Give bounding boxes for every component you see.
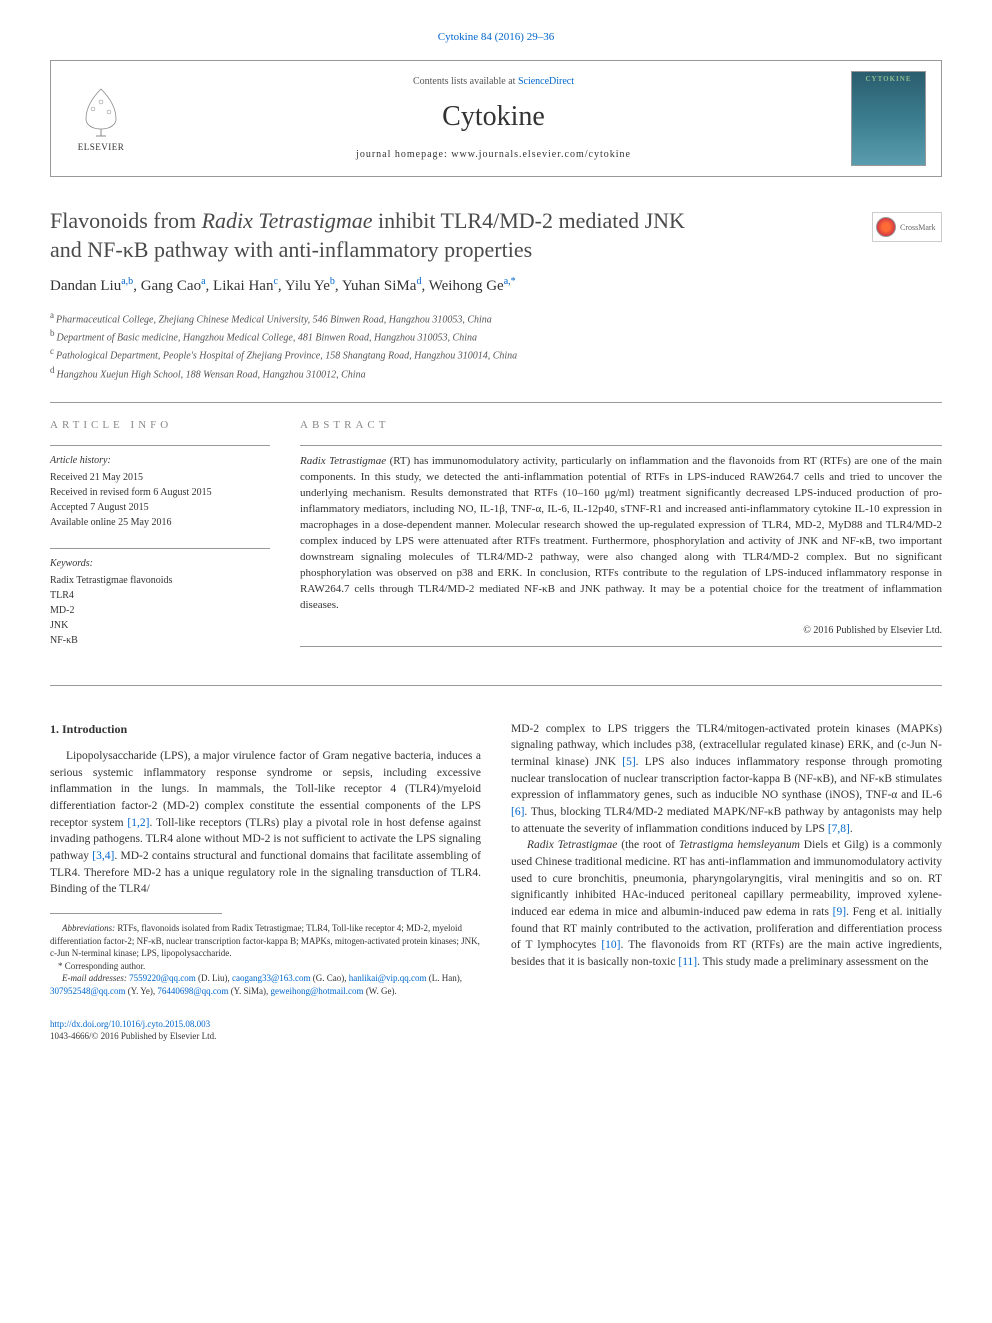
author: Likai Hanc — [213, 278, 278, 294]
history-label: Article history: — [50, 454, 270, 468]
keyword-item: MD-2 — [50, 603, 270, 618]
elsevier-tree-icon — [71, 84, 131, 139]
column-left: 1. Introduction Lipopolysaccharide (LPS)… — [50, 721, 481, 998]
column-right: MD-2 complex to LPS triggers the TLR4/mi… — [511, 721, 942, 998]
abstract-heading: ABSTRACT — [300, 418, 942, 433]
email-link[interactable]: 76440698@qq.com — [157, 986, 228, 996]
footnotes: Abbreviations: RTFs, flavonoids isolated… — [50, 922, 481, 998]
email-link[interactable]: 307952548@qq.com — [50, 986, 126, 996]
cover-label: CYTOKINE — [852, 75, 925, 85]
history-item: Accepted 7 August 2015 — [50, 500, 270, 515]
intro-paragraph-2: Radix Tetrastigmae (the root of Tetrasti… — [511, 837, 942, 970]
elsevier-logo: ELSEVIER — [66, 81, 136, 156]
ref-link[interactable]: [3,4] — [92, 850, 114, 862]
journal-homepage: journal homepage: www.journals.elsevier.… — [136, 148, 851, 162]
info-heading: ARTICLE INFO — [50, 418, 270, 433]
elsevier-label: ELSEVIER — [78, 141, 125, 154]
history-item: Available online 25 May 2016 — [50, 515, 270, 530]
keywords-items: Radix Tetrastigmae flavonoidsTLR4MD-2JNK… — [50, 573, 270, 648]
journal-name: Cytokine — [136, 97, 851, 136]
keyword-item: TLR4 — [50, 588, 270, 603]
ref-link[interactable]: [6] — [511, 806, 524, 818]
affiliation: dHangzhou Xuejun High School, 188 Wensan… — [50, 364, 942, 382]
title-section: CrossMark Flavonoids from Radix Tetrasti… — [50, 207, 942, 264]
affiliation: bDepartment of Basic medicine, Hangzhou … — [50, 327, 942, 345]
keyword-item: Radix Tetrastigmae flavonoids — [50, 573, 270, 588]
crossmark-badge[interactable]: CrossMark — [872, 212, 942, 242]
article-info: ARTICLE INFO Article history: Received 2… — [50, 418, 270, 655]
affiliation: aPharmaceutical College, Zhejiang Chines… — [50, 309, 942, 327]
issn-copyright: 1043-4666/© 2016 Published by Elsevier L… — [50, 1030, 942, 1043]
authors-list: Dandan Liua,b, Gang Caoa, Likai Hanc, Yi… — [50, 275, 942, 297]
keyword-item: NF-κB — [50, 633, 270, 648]
keywords-label: Keywords: — [50, 557, 270, 571]
ref-link[interactable]: [5] — [622, 756, 635, 768]
email-link[interactable]: caogang33@163.com — [232, 973, 311, 983]
history-items: Received 21 May 2015Received in revised … — [50, 470, 270, 530]
divider — [50, 402, 942, 403]
email-link[interactable]: geweihong@hotmail.com — [271, 986, 364, 996]
crossmark-icon — [876, 217, 896, 237]
abstract-column: ABSTRACT Radix Tetrastigmae (RT) has imm… — [300, 418, 942, 655]
abstract-text: Radix Tetrastigmae (RT) has immunomodula… — [300, 454, 942, 613]
crossmark-label: CrossMark — [900, 222, 936, 233]
header-center: Contents lists available at ScienceDirec… — [136, 75, 851, 162]
author: Weihong Gea,* — [429, 278, 516, 294]
ref-link[interactable]: [7,8] — [828, 823, 850, 835]
journal-header: ELSEVIER Contents lists available at Sci… — [50, 60, 942, 177]
affiliations-list: aPharmaceutical College, Zhejiang Chines… — [50, 309, 942, 382]
ref-link[interactable]: [10] — [601, 939, 620, 951]
email-link[interactable]: 7559220@qq.com — [129, 973, 196, 983]
affiliation: cPathological Department, People's Hospi… — [50, 345, 942, 363]
history-item: Received 21 May 2015 — [50, 470, 270, 485]
journal-cover: CYTOKINE — [851, 71, 926, 166]
intro-paragraph-1: Lipopolysaccharide (LPS), a major virule… — [50, 748, 481, 898]
ref-link[interactable]: [9] — [833, 906, 846, 918]
author: Yilu Yeb — [285, 278, 335, 294]
copyright: © 2016 Published by Elsevier Ltd. — [300, 624, 942, 638]
citation-link[interactable]: Cytokine 84 (2016) 29–36 — [50, 30, 942, 45]
history-item: Received in revised form 6 August 2015 — [50, 485, 270, 500]
email-link[interactable]: hanlikai@vip.qq.com — [349, 973, 427, 983]
contents-available: Contents lists available at ScienceDirec… — [136, 75, 851, 89]
article-title: Flavonoids from Radix Tetrastigmae inhib… — [50, 207, 942, 264]
intro-paragraph-1-cont: MD-2 complex to LPS triggers the TLR4/mi… — [511, 721, 942, 838]
body-columns: 1. Introduction Lipopolysaccharide (LPS)… — [50, 721, 942, 998]
info-abstract-row: ARTICLE INFO Article history: Received 2… — [50, 418, 942, 655]
footnote-divider — [50, 913, 222, 914]
keyword-item: JNK — [50, 618, 270, 633]
footer: http://dx.doi.org/10.1016/j.cyto.2015.08… — [50, 1018, 942, 1043]
ref-link[interactable]: [1,2] — [127, 817, 149, 829]
author: Yuhan SiMad — [342, 278, 422, 294]
author: Dandan Liua,b — [50, 278, 133, 294]
section-heading: 1. Introduction — [50, 721, 481, 738]
sciencedirect-link[interactable]: ScienceDirect — [518, 76, 574, 87]
author: Gang Caoa — [141, 278, 206, 294]
ref-link[interactable]: [11] — [678, 956, 697, 968]
doi-link[interactable]: http://dx.doi.org/10.1016/j.cyto.2015.08… — [50, 1019, 210, 1029]
